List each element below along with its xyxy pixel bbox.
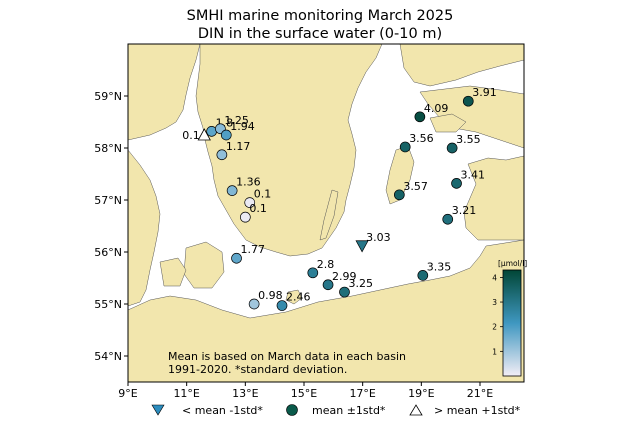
legend-above: > mean +1std* xyxy=(434,404,521,417)
below-mean-triangle-icon xyxy=(151,404,165,416)
station-marker xyxy=(307,267,319,279)
normal-circle-icon xyxy=(286,404,298,416)
station-value-label: 3.57 xyxy=(403,180,428,193)
title-line-1: SMHI marine monitoring March 2025 xyxy=(187,8,454,24)
map-frame xyxy=(127,43,525,383)
station-marker xyxy=(393,189,405,201)
station-value-label: 1.17 xyxy=(226,140,251,153)
colorbar-unit: [µmol/l] xyxy=(498,259,527,268)
station-value-label: 3.41 xyxy=(461,168,486,181)
lat-tick-label: 59°N xyxy=(94,90,122,103)
note-line-1: Mean is based on March data in each basi… xyxy=(168,350,406,363)
lat-tick-label: 58°N xyxy=(94,142,122,155)
station-marker xyxy=(276,300,288,311)
station-marker xyxy=(220,129,232,141)
lon-tick-label: 9°E xyxy=(118,387,137,400)
lat-tick-label: 57°N xyxy=(94,194,122,207)
station-value-label: 0.1 xyxy=(254,188,272,201)
lat-tick-label: 54°N xyxy=(94,350,122,363)
station-value-label: 1.25 xyxy=(224,114,249,127)
station-value-label: 3.21 xyxy=(452,204,477,217)
longitude-axis: 9°E 11°E 13°E 15°E 17°E 19°E 21°E xyxy=(118,382,493,400)
land xyxy=(128,44,524,382)
station-value-label: 2.8 xyxy=(317,258,335,271)
station-marker xyxy=(339,286,350,298)
legend-normal: mean ±1std* xyxy=(312,404,386,417)
station-marker xyxy=(417,270,429,281)
lat-tick-label: 56°N xyxy=(94,246,122,259)
station-value-label: 0.1 xyxy=(249,202,266,215)
station-value-label: 1.77 xyxy=(241,243,265,256)
colorbar-gradient xyxy=(502,269,522,377)
station-marker xyxy=(446,142,458,154)
station-value-label: 1.36 xyxy=(236,176,261,189)
station-marker xyxy=(462,95,474,107)
latitude-axis: 54°N 55°N 56°N 57°N 58°N 59°N xyxy=(94,90,128,363)
colorbar-tick-label: 1 xyxy=(492,347,497,356)
station-value-label: 2.46 xyxy=(286,291,311,304)
station-marker xyxy=(239,211,251,223)
colorbar-tick-label: 2 xyxy=(492,323,497,332)
colorbar: [µmol/l] 1 2 3 4 xyxy=(492,259,527,377)
colorbar-tick-label: 4 xyxy=(492,273,497,282)
station-marker-below xyxy=(355,240,369,253)
station-value-label: 3.03 xyxy=(366,231,391,244)
lon-tick-label: 17°E xyxy=(349,387,375,400)
legend: < mean -1std* mean ±1std* > mean +1std* xyxy=(151,404,521,417)
station-value-label: 4.09 xyxy=(424,102,449,115)
note-line-2: 1991-2020. *standard deviation. xyxy=(168,363,347,376)
lon-tick-label: 21°E xyxy=(467,387,493,400)
station-value-label: 3.25 xyxy=(348,277,373,290)
station-marker xyxy=(244,197,256,208)
lat-tick-label: 55°N xyxy=(94,298,122,311)
station-marker xyxy=(322,279,334,291)
lon-tick-label: 11°E xyxy=(173,387,199,400)
station-marker xyxy=(442,213,454,225)
station-value-label: 1.94 xyxy=(230,120,255,133)
colorbar-tick-label: 3 xyxy=(492,298,497,307)
station-marker xyxy=(216,149,228,161)
lon-tick-label: 15°E xyxy=(291,387,317,400)
station-marker xyxy=(248,298,260,310)
station-marker xyxy=(414,111,426,123)
map-area xyxy=(128,44,524,382)
lon-tick-label: 13°E xyxy=(232,387,258,400)
legend-below: < mean -1std* xyxy=(182,404,263,417)
station-markers: 0.11.81.251.941.171.360.10.11.770.98 2.46… xyxy=(182,86,497,311)
colorbar-ticks: 1 2 3 4 xyxy=(492,273,503,356)
station-value-label: 3.56 xyxy=(409,132,434,145)
title-line-2: DIN in the surface water (0-10 m) xyxy=(198,26,442,42)
station-marker xyxy=(399,141,411,153)
station-marker xyxy=(226,185,238,196)
lon-tick-label: 19°E xyxy=(408,387,434,400)
above-mean-triangle-icon xyxy=(409,404,423,416)
station-value-label: 0.1 xyxy=(182,129,200,142)
station-value-label: 3.55 xyxy=(456,133,481,146)
station-value-label: 3.35 xyxy=(427,260,452,273)
station-marker xyxy=(231,252,242,264)
station-value-label: 0.98 xyxy=(258,289,283,302)
station-marker xyxy=(451,178,462,189)
station-value-label: 3.91 xyxy=(472,86,497,99)
station-value-label: 2.99 xyxy=(332,270,357,283)
station-marker-above xyxy=(197,128,211,141)
